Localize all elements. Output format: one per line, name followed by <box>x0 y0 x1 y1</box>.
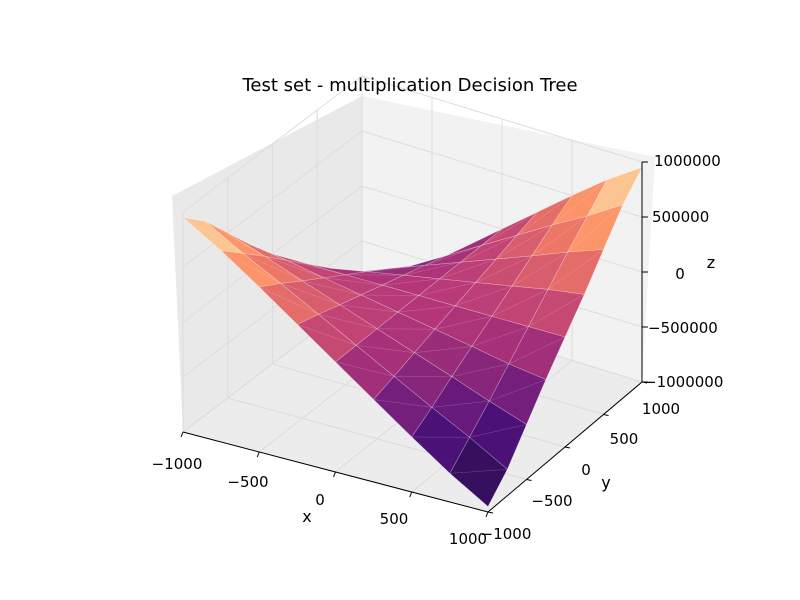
surface-diagonal-2-7 <box>410 245 468 267</box>
z-tick-label-4: 1000000 <box>654 152 721 170</box>
surface-diagonal-4-5 <box>439 258 497 280</box>
y-tick-1 <box>526 479 532 481</box>
y-axis-label: y <box>601 473 610 492</box>
surface-plot <box>181 166 643 507</box>
surface-patch-7-6 <box>567 204 624 253</box>
surface-diagonal-3-4 <box>382 278 440 286</box>
z-tick-label-1: −500000 <box>648 319 718 337</box>
surface-diagonal-3-1 <box>318 314 378 329</box>
surface-diagonal-2-5 <box>367 265 425 272</box>
x-tick-2 <box>333 471 336 478</box>
surface-diagonal-2-3 <box>324 277 383 286</box>
z-axis-label: z <box>707 253 715 272</box>
surface-diagonal-5-6 <box>496 224 553 260</box>
z-tick-label-0: −1000000 <box>644 373 723 391</box>
surface-diagonal-2-2 <box>302 280 362 296</box>
surface-diagonal-7-0 <box>449 469 508 474</box>
surface-diagonal-1-2 <box>265 256 325 279</box>
surface-diagonal-4-6 <box>460 235 517 263</box>
chart-title: Test set - multiplication Decision Tree <box>241 75 577 96</box>
surface-diagonal-7-1 <box>469 424 527 438</box>
surface-diagonal-6-2 <box>451 363 509 377</box>
surface-diagonal-0-3 <box>250 244 310 265</box>
surface-diagonal-2-6 <box>388 255 446 269</box>
surface-diagonal-6-4 <box>491 289 549 317</box>
y-tick-label-1: −500 <box>531 492 572 510</box>
x-tick-label-1: −500 <box>227 473 268 491</box>
surface-diagonal-6-3 <box>471 326 529 347</box>
surface-diagonal-5-4 <box>455 285 512 307</box>
surface-diagonal-4-3 <box>397 305 456 313</box>
surface-diagonal-4-4 <box>418 282 476 296</box>
surface-diagonal-1-1 <box>243 253 303 282</box>
surface-diagonal-3-5 <box>403 262 461 276</box>
surface-diagonal-4-0 <box>335 361 395 377</box>
surface-diagonal-0-2 <box>227 232 288 261</box>
z-tick-label-2: 0 <box>675 265 685 283</box>
x-tick-label-3: 500 <box>380 510 409 528</box>
surface-diagonal-7-2 <box>489 379 546 402</box>
surface-diagonal-2-1 <box>280 283 340 306</box>
y-tick-label-2: 0 <box>581 461 591 479</box>
surface-diagonal-0-4 <box>272 253 332 269</box>
x-tick-label-2: 0 <box>315 491 325 509</box>
z-grid-4 <box>182 75 643 213</box>
surface-diagonal-6-5 <box>511 251 568 287</box>
surface-diagonal-5-5 <box>475 255 533 283</box>
z-grid-3 <box>182 130 643 268</box>
surface-diagonal-0-1 <box>205 221 266 257</box>
surface-diagonal-6-7 <box>551 179 608 226</box>
x-tick-label-4: 1000 <box>449 530 487 548</box>
surface-diagonal-4-1 <box>356 345 415 353</box>
surface-diagonal-2-0 <box>259 286 319 315</box>
surface-diagonal-1-0 <box>221 250 281 284</box>
surface-diagonal-3-6 <box>424 245 482 266</box>
y-tick-2 <box>564 446 571 449</box>
y-tick-label-4: 1000 <box>642 400 680 418</box>
x-axis-label: x <box>302 507 311 526</box>
surface-diagonal-6-6 <box>531 215 588 257</box>
surface-patch-7-3 <box>508 326 566 380</box>
surface-diagonal-3-0 <box>297 324 357 346</box>
y-tick-3 <box>603 414 609 416</box>
surface-diagonal-4-7 <box>481 212 538 246</box>
surface-diagonal-7-5 <box>547 249 604 290</box>
surface-diagonal-5-7 <box>516 195 573 236</box>
surface-diagonal-5-2 <box>414 346 472 353</box>
surface-diagonal-7-6 <box>567 204 623 253</box>
surface-diagonal-6-1 <box>431 400 490 408</box>
surface-diagonal-1-4 <box>309 264 368 272</box>
surface-diagonal-1-3 <box>287 260 346 275</box>
surface-diagonal-7-4 <box>528 294 585 327</box>
surface-diagonal-3-2 <box>339 304 398 313</box>
y-tick-0 <box>487 511 494 514</box>
x-tick-1 <box>256 451 260 458</box>
y-tick-label-3: 500 <box>610 430 639 448</box>
surface-diagonal-5-0 <box>373 399 432 408</box>
surface-diagonal-7-3 <box>508 336 566 365</box>
x-tick-4 <box>485 511 489 518</box>
surface-patch-7-4 <box>527 289 585 338</box>
x-tick-0 <box>180 431 184 438</box>
x-tick-label-0: −1000 <box>152 455 203 473</box>
surface-diagonal-0-0 <box>182 217 244 254</box>
surface-diagonal-5-3 <box>434 316 492 330</box>
surface-diagonal-3-7 <box>445 228 503 257</box>
surface-patch-7-0 <box>449 436 508 507</box>
axes <box>180 161 648 518</box>
x-tick-3 <box>409 491 413 498</box>
surface-patch-7-1 <box>469 400 527 470</box>
surface-diagonal-7-7 <box>587 167 643 217</box>
z-tick-label-3: 500000 <box>652 208 709 226</box>
y-tick-label-0: −1000 <box>481 525 532 543</box>
